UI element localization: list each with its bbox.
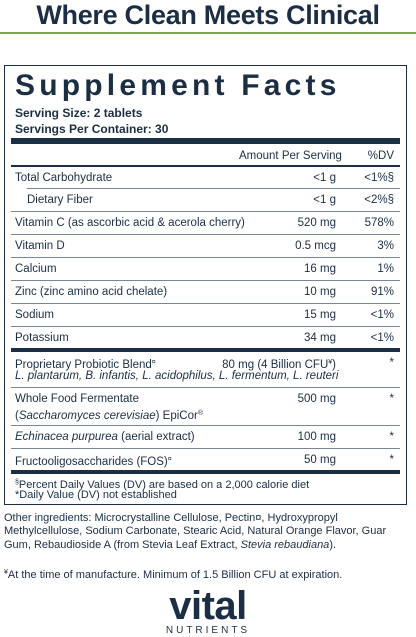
supplement-facts-panel: Supplement Facts Serving Size: 2 tablets… xyxy=(4,65,407,505)
footnote-dv-not-established: *Daily Value (DV) not established xyxy=(15,489,177,501)
row-divider xyxy=(11,448,400,449)
row-name: Potassium xyxy=(15,332,69,344)
row-dv: 1% xyxy=(377,263,394,275)
brand-logo: vital NUTRIENTS xyxy=(0,586,416,636)
row-amount: 34 mg xyxy=(304,332,336,344)
row-divider xyxy=(11,280,400,281)
fos-name: Fructooligosaccharides (FOS)¤ xyxy=(15,456,172,468)
row-dv: <1% xyxy=(370,332,394,344)
manufacture-note: ¥At the time of manufacture. Minimum of … xyxy=(4,569,343,581)
row-divider xyxy=(11,303,400,304)
row-amount: 15 mg xyxy=(304,309,336,321)
row-amount: 520 mg xyxy=(297,217,336,229)
probiotic-name: Proprietary Probiotic Blend¤ xyxy=(15,359,156,371)
row-amount: 16 mg xyxy=(304,263,336,275)
serving-size: Serving Size: 2 tablets xyxy=(15,106,143,120)
row-divider xyxy=(27,188,400,189)
row-name: Zinc (zinc amino acid chelate) xyxy=(15,286,168,298)
row-divider xyxy=(11,234,400,235)
fermentate-source: (Saccharomyces cerevisiae) EpiCor® xyxy=(15,410,203,422)
row-dv: 3% xyxy=(377,240,394,252)
footnote-dv-basis: §Percent Daily Values (DV) are based on … xyxy=(15,479,310,491)
row-amount: <1 g xyxy=(313,194,336,206)
echinacea-name: Echinacea purpurea (aerial extract) xyxy=(15,431,195,443)
other-ingredients: Other ingredients: Microcrystalline Cell… xyxy=(4,512,387,551)
row-divider xyxy=(11,257,400,258)
fos-dv: * xyxy=(389,454,394,466)
divider-thick xyxy=(11,348,400,352)
row-dv: <1%§ xyxy=(364,172,394,184)
echinacea-amount: 100 mg xyxy=(297,431,336,443)
row-divider xyxy=(11,326,400,327)
divider-thick xyxy=(11,470,400,474)
row-divider xyxy=(11,387,400,388)
probiotic-strains: L. plantarum, B. infantis, L. acidophilu… xyxy=(15,370,339,382)
fos-amount: 50 mg xyxy=(304,454,336,466)
row-dv: <1% xyxy=(370,309,394,321)
echinacea-dv: * xyxy=(389,431,394,443)
fermentate-amount: 500 mg xyxy=(297,393,336,405)
divider-thick xyxy=(11,138,400,144)
row-amount: <1 g xyxy=(313,172,336,184)
probiotic-dv: * xyxy=(389,357,394,369)
row-name: Total Carbohydrate xyxy=(15,172,113,184)
row-dv: 91% xyxy=(370,286,394,298)
row-name: Dietary Fiber xyxy=(27,194,93,206)
row-divider xyxy=(11,425,400,426)
fermentate-name: Whole Food Fermentate xyxy=(15,393,140,405)
header-banner: Where Clean Meets Clinical xyxy=(0,0,416,34)
row-dv: <2%§ xyxy=(364,194,394,206)
row-amount: 0.5 mcg xyxy=(295,240,336,252)
row-amount: 10 mg xyxy=(304,286,336,298)
row-name: Sodium xyxy=(15,309,54,321)
column-header-amount: Amount Per Serving xyxy=(239,150,342,162)
brand-name: vital xyxy=(169,584,247,628)
fermentate-dv: * xyxy=(389,393,394,405)
servings-per-container: Servings Per Container: 30 xyxy=(15,122,169,136)
row-name: Calcium xyxy=(15,263,57,275)
row-dv: 578% xyxy=(364,217,394,229)
row-name: Vitamin D xyxy=(15,240,65,252)
probiotic-amount: 80 mg (4 Billion CFU¥) xyxy=(222,359,336,371)
brand-subtitle: NUTRIENTS xyxy=(165,625,251,636)
divider-header xyxy=(11,165,400,167)
row-divider xyxy=(11,211,400,212)
supplement-facts-title: Supplement Facts xyxy=(15,69,341,102)
column-header-dv: %DV xyxy=(367,150,394,162)
row-name: Vitamin C (as ascorbic acid & acerola ch… xyxy=(15,217,245,229)
header-title: Where Clean Meets Clinical xyxy=(36,0,380,30)
